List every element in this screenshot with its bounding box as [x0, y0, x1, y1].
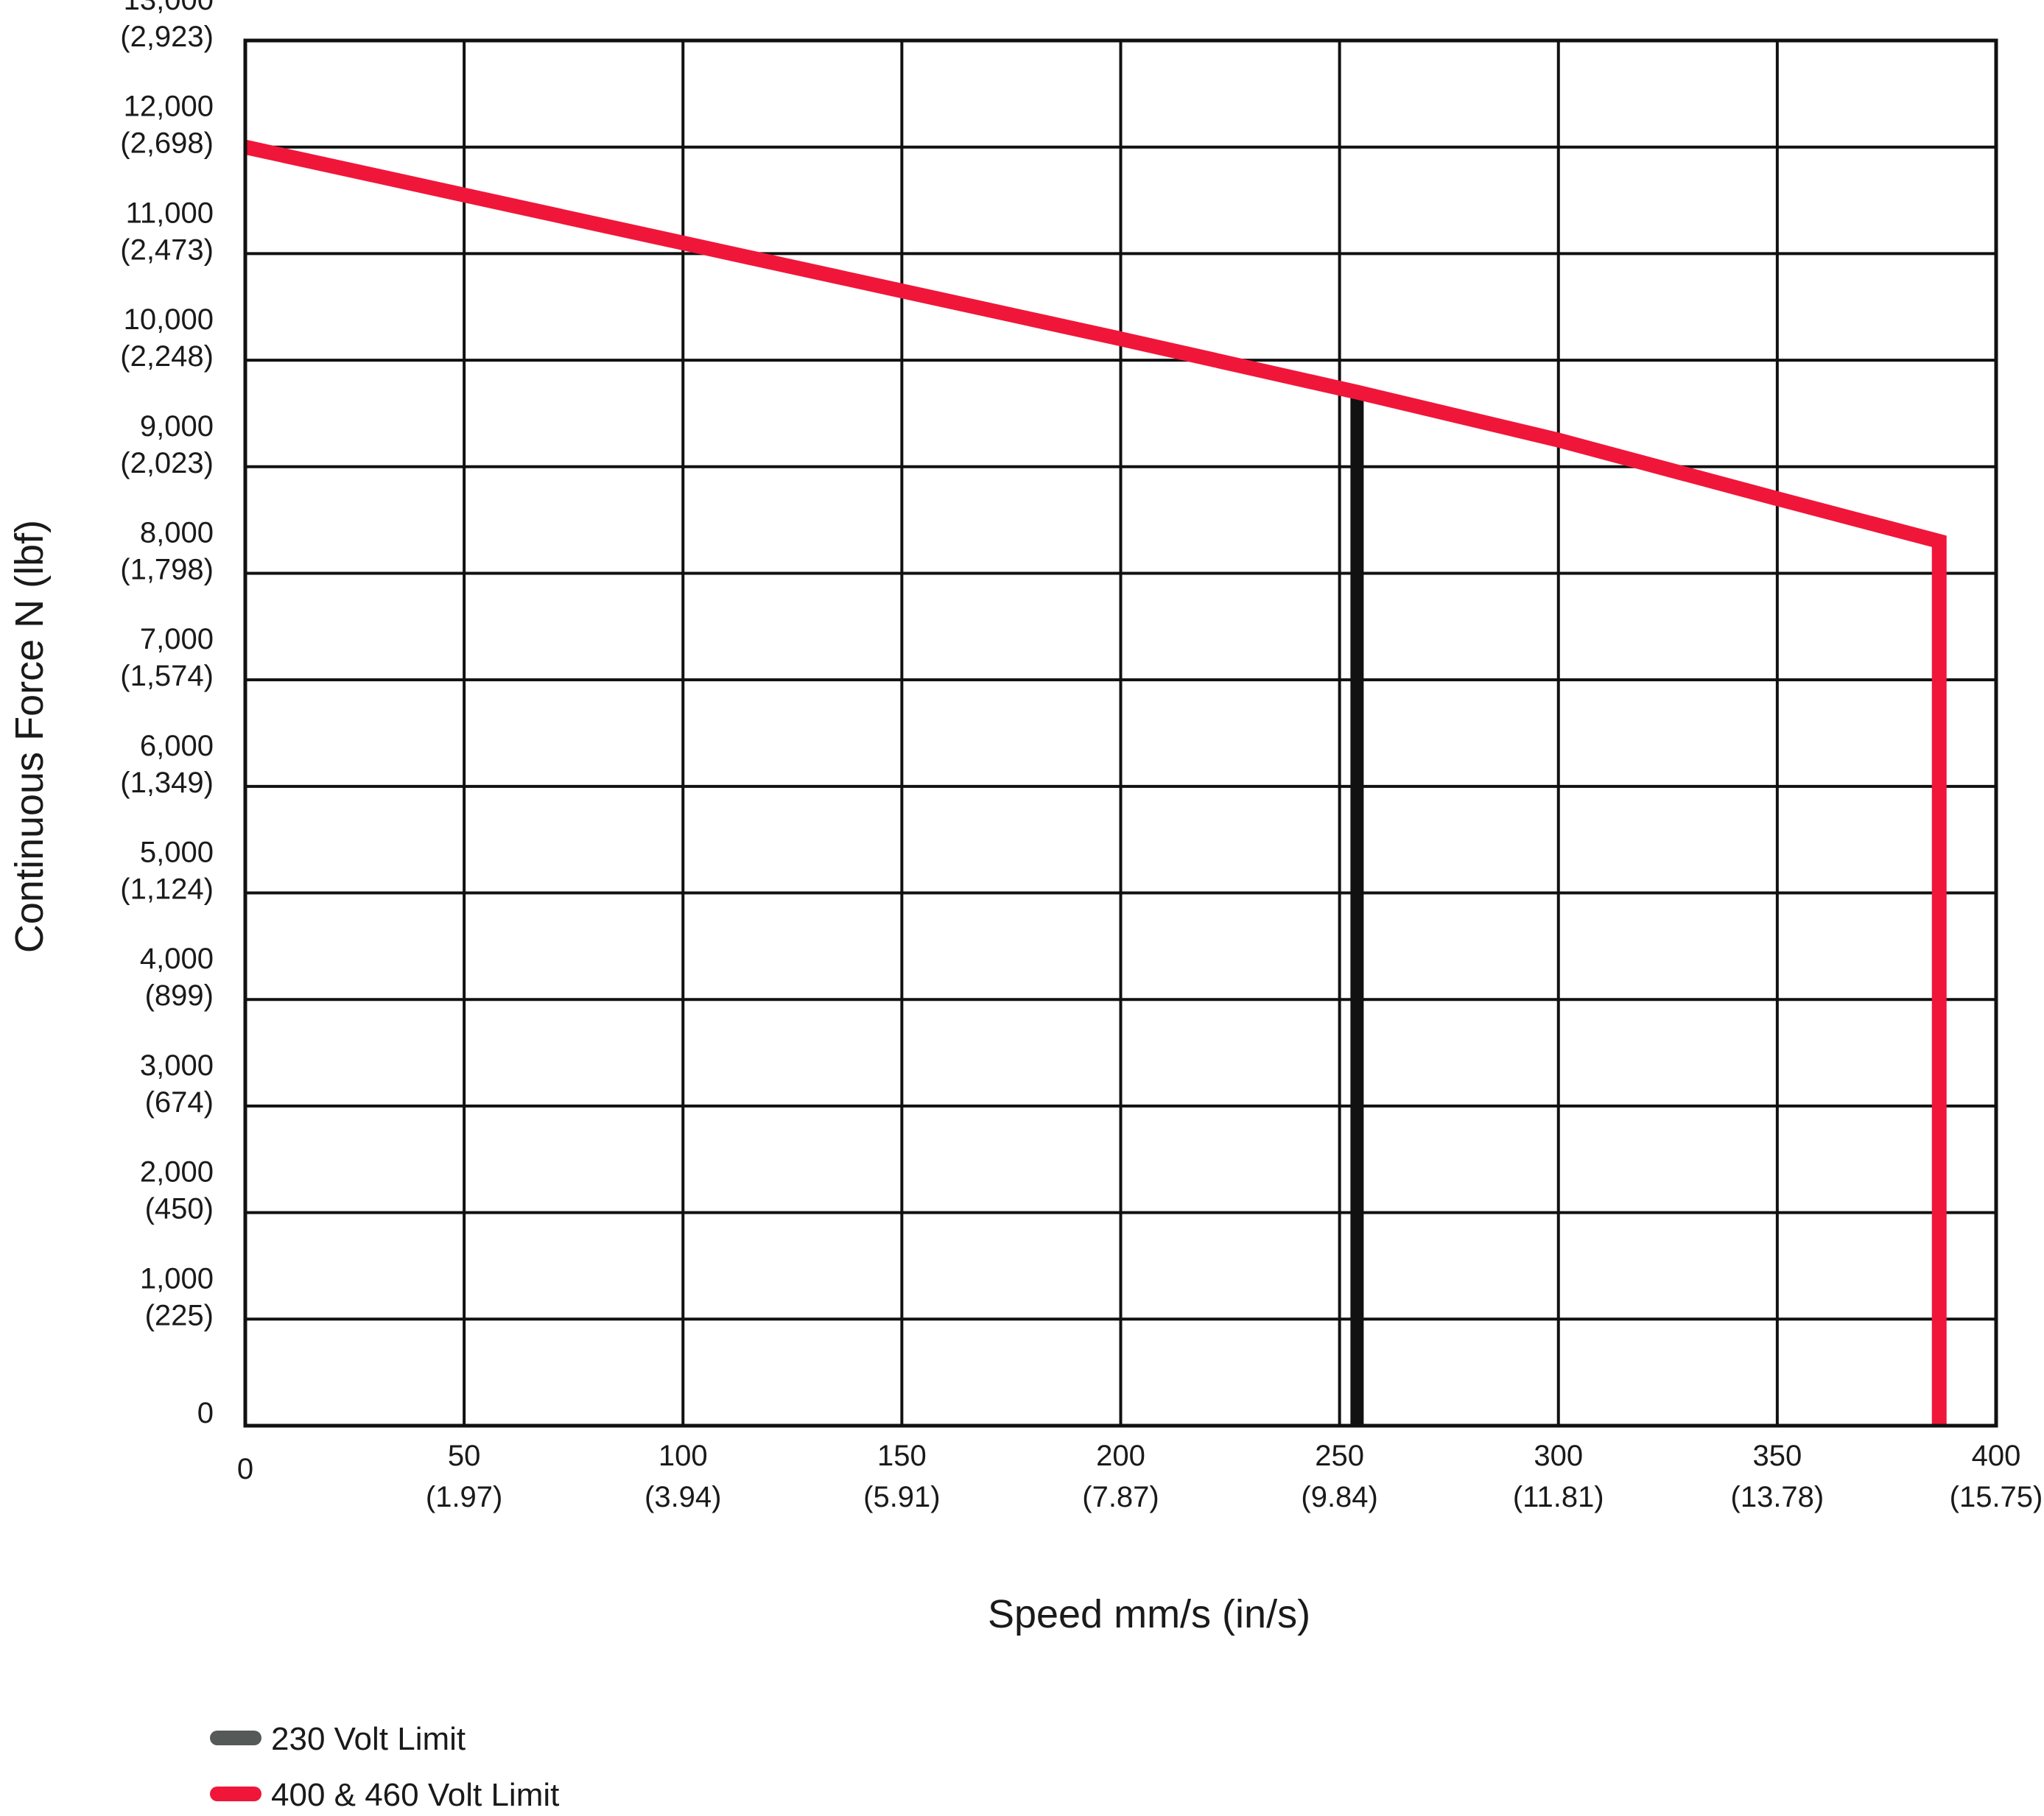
x-tick-sublabel: (5.91) — [863, 1481, 941, 1513]
plot-frame — [243, 38, 1998, 1428]
y-tick-label: 9,000 — [140, 410, 214, 443]
x-axis-title: Speed mm/s (in/s) — [988, 1592, 1310, 1636]
legend-label: 400 & 460 Volt Limit — [271, 1777, 559, 1813]
x-tick-label: 300 — [1534, 1440, 1583, 1472]
x-tick-label: 350 — [1753, 1440, 1802, 1472]
y-tick-label: 4,000 — [140, 943, 214, 975]
grid — [245, 41, 1996, 1426]
y-tick-label: 5,000 — [140, 837, 214, 869]
y-tick-label: 0 — [197, 1397, 214, 1429]
x-tick-label: 50 — [448, 1440, 481, 1472]
x-tick-sublabel: (15.75) — [1950, 1481, 2043, 1513]
x-tick-sublabel: (9.84) — [1301, 1481, 1378, 1513]
y-tick-label: 13,000 — [124, 0, 214, 16]
x-tick-label: 0 — [237, 1453, 253, 1485]
x-tick-label: 250 — [1315, 1440, 1364, 1472]
y-tick-sublabel: (899) — [145, 979, 214, 1012]
series-line-400-460v — [243, 139, 1947, 1426]
y-tick-sublabel: (1,574) — [120, 660, 214, 692]
y-axis-title: Continuous Force N (lbf) — [7, 520, 52, 953]
x-tick-label: 400 — [1972, 1440, 2021, 1472]
legend: 230 Volt Limit 400 & 460 Volt Limit — [210, 1721, 559, 1813]
x-tick-label: 200 — [1096, 1440, 1145, 1472]
y-tick-label: 11,000 — [126, 197, 214, 229]
x-tick-sublabel: (3.94) — [645, 1481, 722, 1513]
y-tick-label: 12,000 — [124, 91, 214, 123]
y-tick-sublabel: (2,473) — [120, 233, 214, 266]
y-tick-sublabel: (1,124) — [120, 873, 214, 906]
y-tick-sublabel: (450) — [145, 1193, 214, 1225]
y-tick-label: 8,000 — [140, 516, 214, 549]
y-tick-label: 7,000 — [140, 623, 214, 655]
y-tick-sublabel: (2,923) — [120, 21, 214, 53]
x-tick-sublabel: (1.97) — [426, 1481, 503, 1513]
y-tick-label: 1,000 — [140, 1262, 214, 1295]
y-tick-sublabel: (674) — [145, 1086, 214, 1119]
x-tick-sublabel: (11.81) — [1513, 1481, 1604, 1513]
x-tick-sublabel: (13.78) — [1731, 1481, 1825, 1513]
y-tick-sublabel: (2,023) — [120, 447, 214, 479]
y-tick-sublabel: (2,698) — [120, 127, 214, 160]
y-axis-ticks: 0 1,000 (225) 2,000 (450) 3,000 (674) 4,000 (899… — [120, 0, 214, 1429]
y-tick-label: 3,000 — [140, 1049, 214, 1082]
y-tick-sublabel: (225) — [145, 1299, 214, 1331]
x-axis-ticks: 0 50 (1.97) 100 (3.94) 150 (5.91) 200 (7.87) 250 (… — [237, 1440, 2043, 1513]
y-tick-sublabel: (1,349) — [120, 767, 214, 799]
y-tick-sublabel: (2,248) — [120, 340, 214, 373]
plot-border — [243, 38, 1998, 1428]
y-tick-label: 10,000 — [124, 303, 214, 336]
series-lines — [243, 139, 1947, 1426]
y-tick-label: 2,000 — [140, 1156, 214, 1189]
x-tick-label: 100 — [658, 1440, 708, 1472]
y-tick-label: 6,000 — [140, 730, 214, 762]
x-tick-sublabel: (7.87) — [1082, 1481, 1159, 1513]
x-tick-label: 150 — [877, 1440, 927, 1472]
y-tick-sublabel: (1,798) — [120, 553, 214, 585]
legend-label: 230 Volt Limit — [271, 1721, 466, 1757]
